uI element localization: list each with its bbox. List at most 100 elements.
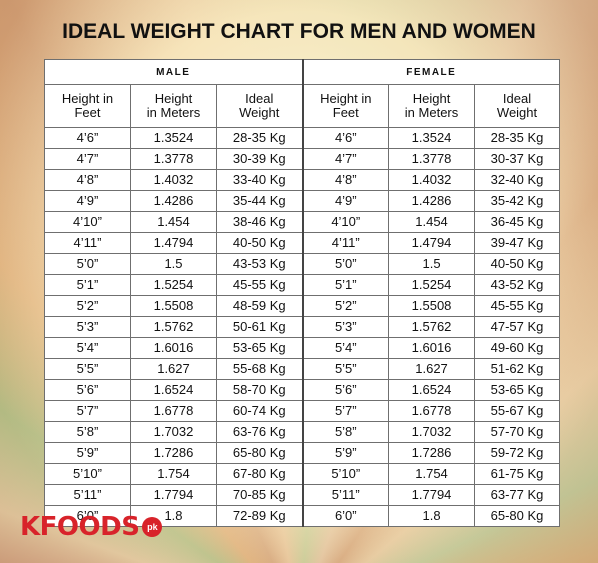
female-meters-cell: 1.4286	[388, 190, 476, 212]
table-row: 5’0” 1.5 43-53 Kg 5’0” 1.5 40-50 Kg	[44, 253, 561, 275]
male-meters-cell: 1.5508	[130, 295, 217, 317]
table-row: 5’9” 1.7286 65-80 Kg 5’9” 1.7286 59-72 Kg	[44, 442, 561, 464]
female-weight-cell: 55-67 Kg	[474, 400, 561, 422]
male-feet-cell: 5’1”	[44, 274, 131, 296]
male-meters-cell: 1.5	[130, 253, 217, 275]
female-meters-cell: 1.4794	[388, 232, 476, 254]
female-feet-cell: 4’10”	[301, 211, 390, 233]
male-feet-cell: 5’11”	[44, 484, 131, 506]
male-feet-header: Height in Feet	[44, 84, 131, 128]
female-meters-cell: 1.627	[388, 358, 476, 380]
male-feet-cell: 5’5”	[44, 358, 131, 380]
male-group-header: MALE	[43, 59, 304, 85]
female-weight-cell: 53-65 Kg	[474, 379, 561, 401]
male-meters-cell: 1.5762	[130, 316, 217, 338]
male-feet-cell: 4’10”	[44, 211, 131, 233]
table-body: 4’6” 1.3524 28-35 Kg 4’6” 1.3524 28-35 Kg 4’7”…	[44, 127, 561, 527]
male-meters-cell: 1.4794	[130, 232, 217, 254]
female-feet-cell: 5’2”	[301, 295, 390, 317]
logo-text: KFOODS	[20, 512, 140, 542]
female-feet-cell: 5’0”	[301, 253, 390, 275]
female-feet-header: Height in Feet	[301, 84, 390, 128]
male-feet-cell: 6’0”	[44, 505, 131, 527]
male-feet-cell: 5’0”	[44, 253, 131, 275]
male-weight-cell: 55-68 Kg	[215, 358, 304, 380]
female-weight-cell: 57-70 Kg	[474, 421, 561, 443]
female-feet-cell: 4’6”	[301, 127, 390, 149]
female-weight-header: Ideal Weight	[474, 84, 561, 128]
male-feet-cell: 4’8”	[44, 169, 131, 191]
female-weight-cell: 65-80 Kg	[474, 505, 561, 527]
male-feet-cell: 5’10”	[44, 463, 131, 485]
female-feet-cell: 4’7”	[301, 148, 390, 170]
female-weight-cell: 32-40 Kg	[474, 169, 561, 191]
female-feet-cell: 6’0”	[301, 505, 390, 527]
male-feet-cell: 5’4”	[44, 337, 131, 359]
female-meters-cell: 1.8	[388, 505, 476, 527]
male-feet-cell: 4’9”	[44, 190, 131, 212]
table-row: 5’1” 1.5254 45-55 Kg 5’1” 1.5254 43-52 Kg	[44, 274, 561, 296]
male-weight-cell: 28-35 Kg	[215, 127, 304, 149]
female-meters-cell: 1.7794	[388, 484, 476, 506]
female-meters-cell: 1.4032	[388, 169, 476, 191]
table-row: 4’9” 1.4286 35-44 Kg 4’9” 1.4286 35-42 Kg	[44, 190, 561, 212]
male-weight-cell: 72-89 Kg	[215, 505, 304, 527]
female-feet-cell: 4’11”	[301, 232, 390, 254]
female-meters-cell: 1.5508	[388, 295, 476, 317]
female-meters-cell: 1.3524	[388, 127, 476, 149]
weight-chart-table: MALE FEMALE Height in Feet Height in Meter…	[43, 59, 561, 527]
female-weight-cell: 49-60 Kg	[474, 337, 561, 359]
female-meters-cell: 1.5	[388, 253, 476, 275]
female-meters-cell: 1.754	[388, 463, 476, 485]
female-meters-cell: 1.454	[388, 211, 476, 233]
male-weight-cell: 30-39 Kg	[215, 148, 304, 170]
female-meters-cell: 1.7286	[388, 442, 476, 464]
female-meters-cell: 1.3778	[388, 148, 476, 170]
male-feet-cell: 5’6”	[44, 379, 131, 401]
male-meters-cell: 1.7032	[130, 421, 217, 443]
female-weight-cell: 47-57 Kg	[474, 316, 561, 338]
male-weight-cell: 43-53 Kg	[215, 253, 304, 275]
table-row: 5’4” 1.6016 53-65 Kg 5’4” 1.6016 49-60 Kg	[44, 337, 561, 359]
male-weight-cell: 45-55 Kg	[215, 274, 304, 296]
male-weight-cell: 53-65 Kg	[215, 337, 304, 359]
table-row: 4’7” 1.3778 30-39 Kg 4’7” 1.3778 30-37 Kg	[44, 148, 561, 170]
male-weight-cell: 50-61 Kg	[215, 316, 304, 338]
male-feet-cell: 5’3”	[44, 316, 131, 338]
male-weight-cell: 63-76 Kg	[215, 421, 304, 443]
logo-pk-badge: pk	[142, 517, 163, 537]
female-feet-cell: 5’11”	[301, 484, 390, 506]
female-feet-cell: 5’1”	[301, 274, 390, 296]
male-weight-cell: 38-46 Kg	[215, 211, 304, 233]
table-row: 5’5” 1.627 55-68 Kg 5’5” 1.627 51-62 Kg	[44, 358, 561, 380]
table-row: 5’8” 1.7032 63-76 Kg 5’8” 1.7032 57-70 Kg	[44, 421, 561, 443]
female-weight-cell: 61-75 Kg	[474, 463, 561, 485]
male-weight-cell: 48-59 Kg	[215, 295, 304, 317]
female-feet-cell: 4’8”	[301, 169, 390, 191]
table-row: 5’2” 1.5508 48-59 Kg 5’2” 1.5508 45-55 Kg	[44, 295, 561, 317]
female-meters-cell: 1.6524	[388, 379, 476, 401]
male-meters-cell: 1.454	[130, 211, 217, 233]
female-weight-cell: 59-72 Kg	[474, 442, 561, 464]
female-meters-cell: 1.5254	[388, 274, 476, 296]
table-row: 5’10” 1.754 67-80 Kg 5’10” 1.754 61-75 Kg	[44, 463, 561, 485]
male-meters-cell: 1.3524	[130, 127, 217, 149]
male-weight-header: Ideal Weight	[215, 84, 304, 128]
female-group-header: FEMALE	[301, 59, 561, 85]
male-weight-cell: 40-50 Kg	[215, 232, 304, 254]
female-weight-cell: 30-37 Kg	[474, 148, 561, 170]
female-feet-cell: 5’8”	[301, 421, 390, 443]
female-meters-cell: 1.7032	[388, 421, 476, 443]
female-weight-cell: 51-62 Kg	[474, 358, 561, 380]
male-weight-cell: 65-80 Kg	[215, 442, 304, 464]
female-feet-cell: 5’4”	[301, 337, 390, 359]
male-meters-cell: 1.7794	[130, 484, 217, 506]
female-weight-cell: 39-47 Kg	[474, 232, 561, 254]
female-meters-cell: 1.5762	[388, 316, 476, 338]
male-weight-cell: 58-70 Kg	[215, 379, 304, 401]
female-weight-cell: 36-45 Kg	[474, 211, 561, 233]
female-weight-cell: 40-50 Kg	[474, 253, 561, 275]
male-meters-cell: 1.6016	[130, 337, 217, 359]
male-meters-cell: 1.627	[130, 358, 217, 380]
table-row: 5’3” 1.5762 50-61 Kg 5’3” 1.5762 47-57 Kg	[44, 316, 561, 338]
